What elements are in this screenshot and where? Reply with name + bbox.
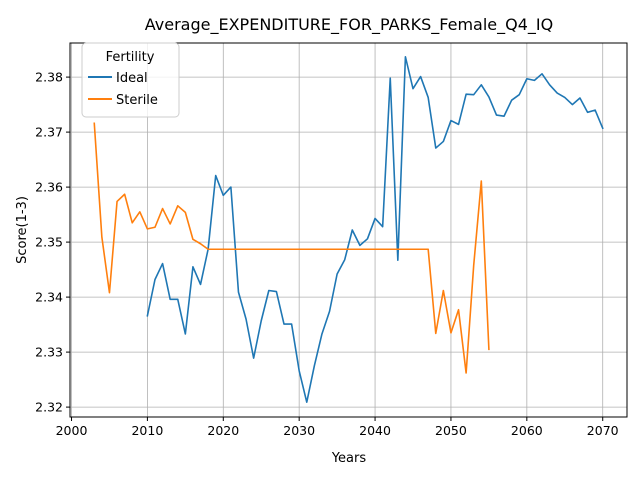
y-tick-label: 2.33 (35, 345, 63, 360)
x-tick-label: 2010 (131, 423, 163, 438)
x-tick-label: 2020 (207, 423, 239, 438)
legend-title: Fertility (106, 50, 155, 65)
x-axis-ticks: 2000 2010 2020 2030 2040 2050 2060 2070 (56, 417, 619, 438)
x-tick-label: 2060 (511, 423, 543, 438)
y-axis-ticks: 2.32 2.33 2.34 2.35 2.36 2.37 2.38 (35, 70, 70, 415)
y-tick-label: 2.32 (35, 400, 63, 415)
series-line-sterile (93, 122, 490, 374)
x-tick-label: 2050 (435, 423, 467, 438)
x-axis-label: Years (331, 451, 367, 466)
y-tick-label: 2.34 (35, 290, 63, 305)
legend: Fertility Ideal Sterile (81, 42, 180, 118)
legend-label-ideal: Ideal (116, 71, 148, 86)
y-axis-label: Score(1-3) (15, 196, 30, 264)
x-tick-label: 2040 (359, 423, 391, 438)
y-tick-label: 2.36 (35, 180, 63, 195)
legend-label-sterile: Sterile (116, 93, 158, 108)
x-tick-label: 2070 (587, 423, 619, 438)
x-tick-label: 2000 (56, 423, 88, 438)
x-tick-label: 2030 (283, 423, 315, 438)
y-tick-label: 2.38 (35, 70, 63, 85)
chart-title: Average_EXPENDITURE_FOR_PARKS_Female_Q4_… (145, 15, 553, 35)
plot-lines (93, 55, 604, 403)
y-tick-label: 2.37 (35, 125, 63, 140)
y-tick-label: 2.35 (35, 235, 63, 250)
grid (70, 43, 627, 417)
series-line-ideal (146, 55, 604, 403)
plot-frame (69, 42, 628, 418)
